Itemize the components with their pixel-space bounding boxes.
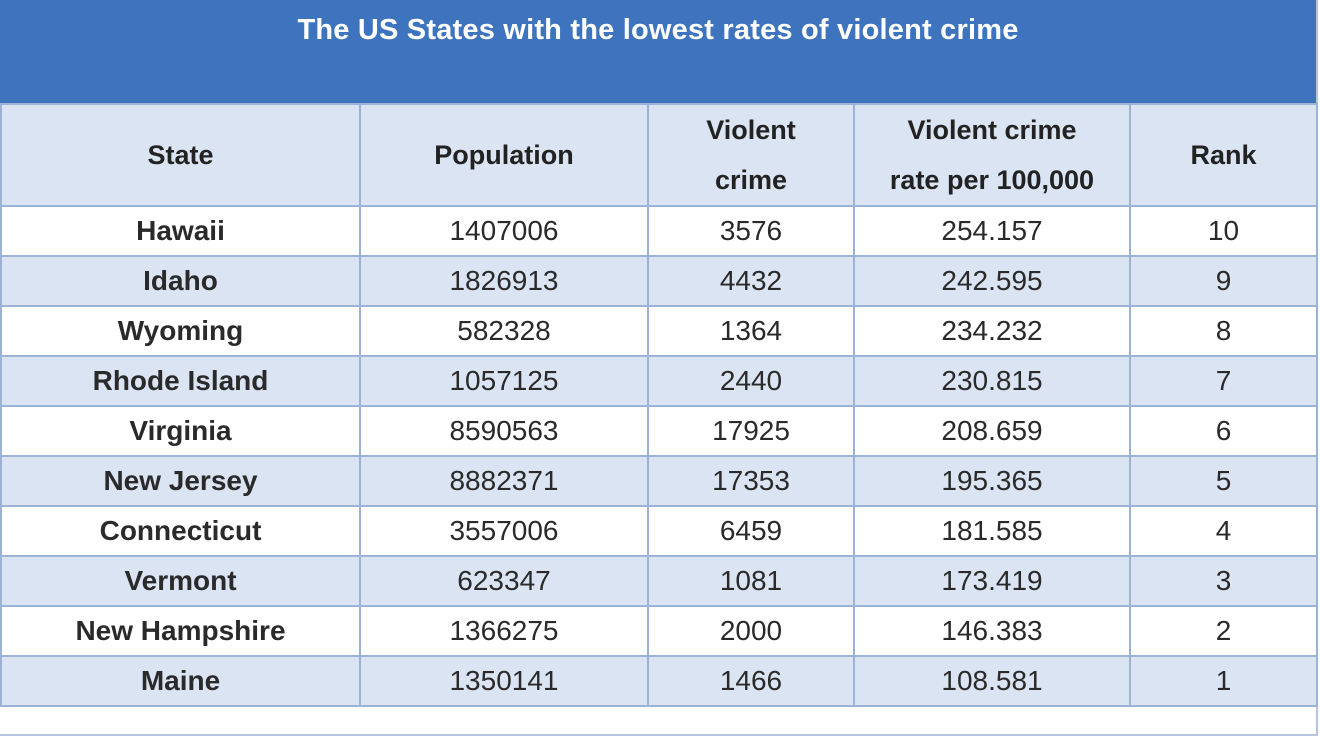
cell-state: Maine bbox=[0, 655, 361, 707]
cell-rank: 6 bbox=[1129, 405, 1318, 457]
cell-population: 623347 bbox=[359, 555, 649, 607]
table-body: Hawaii 1407006 3576 254.157 10 Idaho 1826913 44… bbox=[0, 205, 1318, 707]
cell-violent-crime: 6459 bbox=[647, 505, 855, 557]
cell-violent-crime: 1081 bbox=[647, 555, 855, 607]
cell-rate: 146.383 bbox=[853, 605, 1131, 657]
table-row: Maine 1350141 1466 108.581 1 bbox=[0, 655, 1318, 707]
cell-population: 8590563 bbox=[359, 405, 649, 457]
cell-rank: 8 bbox=[1129, 305, 1318, 357]
cell-violent-crime: 2440 bbox=[647, 355, 855, 407]
header-rate: Violent crime rate per 100,000 bbox=[853, 103, 1131, 207]
table-row: Connecticut 3557006 6459 181.585 4 bbox=[0, 505, 1318, 557]
cell-state: Rhode Island bbox=[0, 355, 361, 407]
cell-violent-crime: 1364 bbox=[647, 305, 855, 357]
header-state: State bbox=[0, 103, 361, 207]
table-row: Rhode Island 1057125 2440 230.815 7 bbox=[0, 355, 1318, 407]
header-violent-crime-line1: Violent bbox=[706, 115, 796, 145]
cell-violent-crime: 17925 bbox=[647, 405, 855, 457]
header-population: Population bbox=[359, 103, 649, 207]
cell-rate: 108.581 bbox=[853, 655, 1131, 707]
cell-state: Wyoming bbox=[0, 305, 361, 357]
cell-rate: 195.365 bbox=[853, 455, 1131, 507]
cell-population: 1366275 bbox=[359, 605, 649, 657]
cell-rate: 254.157 bbox=[853, 205, 1131, 257]
cell-rank: 3 bbox=[1129, 555, 1318, 607]
cell-population: 3557006 bbox=[359, 505, 649, 557]
cell-rate: 230.815 bbox=[853, 355, 1131, 407]
header-row: State Population Violent crime Violent c… bbox=[0, 103, 1318, 207]
cell-rank: 10 bbox=[1129, 205, 1318, 257]
cell-rank: 2 bbox=[1129, 605, 1318, 657]
cell-population: 1350141 bbox=[359, 655, 649, 707]
cell-state: Idaho bbox=[0, 255, 361, 307]
header-rate-line1: Violent crime bbox=[907, 115, 1077, 145]
table-row: Hawaii 1407006 3576 254.157 10 bbox=[0, 205, 1318, 257]
cell-rate: 242.595 bbox=[853, 255, 1131, 307]
cell-rank: 5 bbox=[1129, 455, 1318, 507]
cell-violent-crime: 3576 bbox=[647, 205, 855, 257]
cell-violent-crime: 2000 bbox=[647, 605, 855, 657]
cell-rate: 208.659 bbox=[853, 405, 1131, 457]
cell-state: Connecticut bbox=[0, 505, 361, 557]
table-row: Vermont 623347 1081 173.419 3 bbox=[0, 555, 1318, 607]
cell-population: 582328 bbox=[359, 305, 649, 357]
table-row: New Jersey 8882371 17353 195.365 5 bbox=[0, 455, 1318, 507]
cell-state: Vermont bbox=[0, 555, 361, 607]
table-row: Idaho 1826913 4432 242.595 9 bbox=[0, 255, 1318, 307]
table-row: New Hampshire 1366275 2000 146.383 2 bbox=[0, 605, 1318, 657]
header-rank: Rank bbox=[1129, 103, 1318, 207]
cell-rank: 1 bbox=[1129, 655, 1318, 707]
cell-population: 8882371 bbox=[359, 455, 649, 507]
cell-rate: 181.585 bbox=[853, 505, 1131, 557]
table-row: Virginia 8590563 17925 208.659 6 bbox=[0, 405, 1318, 457]
cell-state: Hawaii bbox=[0, 205, 361, 257]
cell-rank: 9 bbox=[1129, 255, 1318, 307]
header-rate-line2: rate per 100,000 bbox=[889, 165, 1095, 195]
header-violent-crime-line2: crime bbox=[714, 165, 788, 195]
cell-population: 1407006 bbox=[359, 205, 649, 257]
cell-violent-crime: 17353 bbox=[647, 455, 855, 507]
crime-table: State Population Violent crime Violent c… bbox=[0, 103, 1318, 707]
cell-state: New Hampshire bbox=[0, 605, 361, 657]
cell-state: New Jersey bbox=[0, 455, 361, 507]
cell-rate: 234.232 bbox=[853, 305, 1131, 357]
table-header: State Population Violent crime Violent c… bbox=[0, 103, 1318, 207]
cell-rank: 7 bbox=[1129, 355, 1318, 407]
cell-rank: 4 bbox=[1129, 505, 1318, 557]
table-row: Wyoming 582328 1364 234.232 8 bbox=[0, 305, 1318, 357]
cell-state: Virginia bbox=[0, 405, 361, 457]
cell-rate: 173.419 bbox=[853, 555, 1131, 607]
table-title: The US States with the lowest rates of v… bbox=[0, 0, 1316, 103]
cell-violent-crime: 4432 bbox=[647, 255, 855, 307]
cell-population: 1057125 bbox=[359, 355, 649, 407]
cell-violent-crime: 1466 bbox=[647, 655, 855, 707]
header-violent-crime: Violent crime bbox=[647, 103, 855, 207]
cell-population: 1826913 bbox=[359, 255, 649, 307]
